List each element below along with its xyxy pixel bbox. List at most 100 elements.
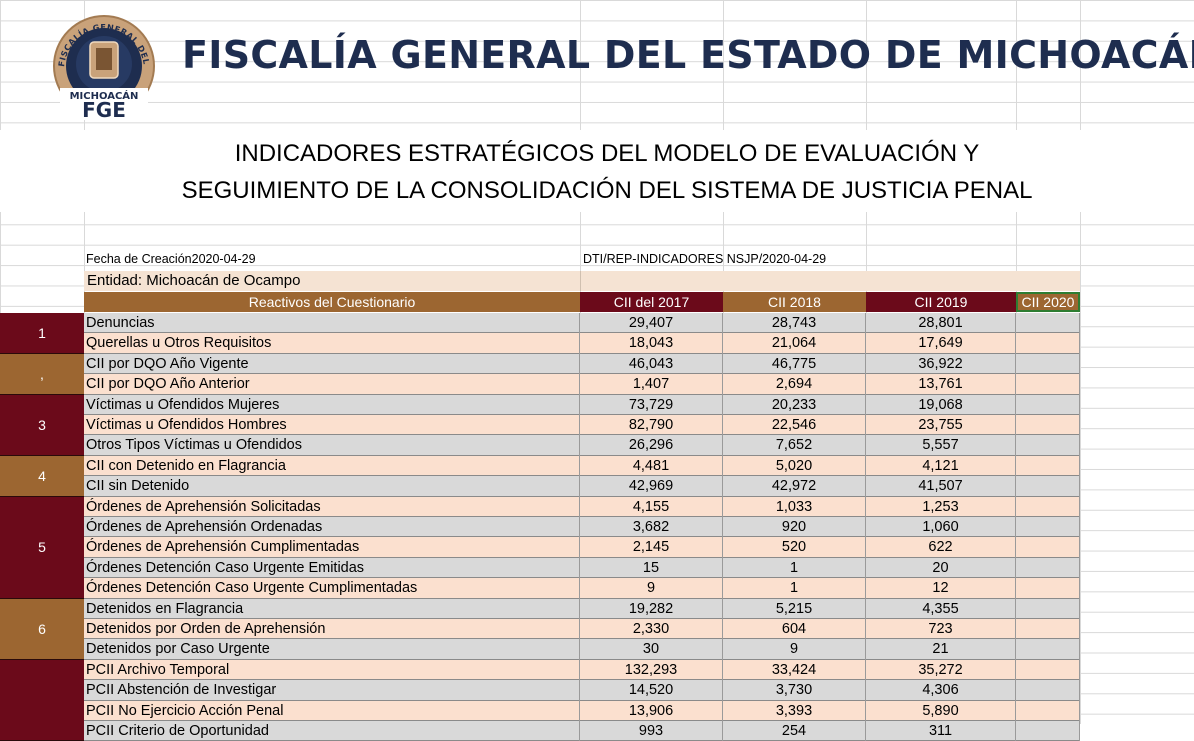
value-cell-v2019[interactable]: 1,253: [866, 496, 1016, 517]
value-cell-v2018[interactable]: 2,694: [723, 374, 866, 395]
group-number-cell[interactable]: 6: [0, 598, 84, 660]
header-cii-2020[interactable]: CII 2020: [1016, 292, 1080, 312]
row-label[interactable]: Detenidos por Orden de Aprehensión: [84, 619, 580, 640]
value-cell-v2018[interactable]: 5,020: [723, 455, 866, 477]
value-cell-v2017[interactable]: 4,155: [580, 496, 723, 517]
value-cell-v2019[interactable]: 23,755: [866, 415, 1016, 436]
value-cell-v2018[interactable]: 1,033: [723, 496, 866, 517]
value-cell-v2020[interactable]: [1016, 721, 1080, 741]
value-cell-v2020[interactable]: [1016, 476, 1080, 497]
row-label[interactable]: CII por DQO Año Anterior: [84, 374, 580, 395]
row-label[interactable]: Víctimas u Ofendidos Mujeres: [84, 394, 580, 415]
header-cii-2019[interactable]: CII 2019: [866, 292, 1016, 312]
header-cii-2018[interactable]: CII 2018: [723, 292, 866, 312]
value-cell-v2020[interactable]: [1016, 598, 1080, 619]
value-cell-v2020[interactable]: [1016, 537, 1080, 558]
value-cell-v2018[interactable]: 22,546: [723, 415, 866, 436]
row-label[interactable]: CII por DQO Año Vigente: [84, 353, 580, 375]
group-number-cell[interactable]: ,: [0, 353, 84, 395]
value-cell-v2020[interactable]: [1016, 659, 1080, 681]
value-cell-v2020[interactable]: [1016, 700, 1080, 721]
value-cell-v2020[interactable]: [1016, 415, 1080, 436]
header-reactivos[interactable]: Reactivos del Cuestionario: [84, 292, 580, 312]
value-cell-v2019[interactable]: 1,060: [866, 517, 1016, 538]
value-cell-v2017[interactable]: 26,296: [580, 435, 723, 456]
value-cell-v2020[interactable]: [1016, 313, 1080, 334]
value-cell-v2017[interactable]: 82,790: [580, 415, 723, 436]
value-cell-v2019[interactable]: 4,306: [866, 680, 1016, 701]
value-cell-v2019[interactable]: 35,272: [866, 659, 1016, 681]
value-cell-v2019[interactable]: 28,801: [866, 313, 1016, 334]
row-label[interactable]: CII con Detenido en Flagrancia: [84, 455, 580, 477]
value-cell-v2019[interactable]: 5,890: [866, 700, 1016, 721]
group-number-cell[interactable]: [0, 659, 84, 741]
value-cell-v2018[interactable]: 20,233: [723, 394, 866, 415]
row-label[interactable]: PCII No Ejercicio Acción Penal: [84, 700, 580, 721]
value-cell-v2017[interactable]: 73,729: [580, 394, 723, 415]
value-cell-v2019[interactable]: 622: [866, 537, 1016, 558]
value-cell-v2019[interactable]: 4,355: [866, 598, 1016, 619]
value-cell-v2019[interactable]: 12: [866, 578, 1016, 599]
value-cell-v2020[interactable]: [1016, 394, 1080, 415]
value-cell-v2020[interactable]: [1016, 578, 1080, 599]
value-cell-v2018[interactable]: 7,652: [723, 435, 866, 456]
value-cell-v2018[interactable]: 3,393: [723, 700, 866, 721]
value-cell-v2017[interactable]: 3,682: [580, 517, 723, 538]
row-label[interactable]: Víctimas u Ofendidos Hombres: [84, 415, 580, 436]
value-cell-v2017[interactable]: 42,969: [580, 476, 723, 497]
value-cell-v2017[interactable]: 2,145: [580, 537, 723, 558]
value-cell-v2019[interactable]: 4,121: [866, 455, 1016, 477]
value-cell-v2019[interactable]: 13,761: [866, 374, 1016, 395]
row-label[interactable]: CII sin Detenido: [84, 476, 580, 497]
row-label[interactable]: Órdenes de Aprehensión Cumplimentadas: [84, 537, 580, 558]
value-cell-v2019[interactable]: 5,557: [866, 435, 1016, 456]
value-cell-v2017[interactable]: 14,520: [580, 680, 723, 701]
value-cell-v2020[interactable]: [1016, 619, 1080, 640]
value-cell-v2018[interactable]: 520: [723, 537, 866, 558]
value-cell-v2018[interactable]: 1: [723, 578, 866, 599]
value-cell-v2018[interactable]: 254: [723, 721, 866, 741]
value-cell-v2017[interactable]: 18,043: [580, 333, 723, 354]
value-cell-v2020[interactable]: [1016, 680, 1080, 701]
value-cell-v2020[interactable]: [1016, 333, 1080, 354]
value-cell-v2017[interactable]: 9: [580, 578, 723, 599]
value-cell-v2018[interactable]: 604: [723, 619, 866, 640]
value-cell-v2020[interactable]: [1016, 374, 1080, 395]
row-label[interactable]: Detenidos por Caso Urgente: [84, 639, 580, 660]
row-label[interactable]: Órdenes Detención Caso Urgente Cumplimen…: [84, 578, 580, 599]
value-cell-v2018[interactable]: 33,424: [723, 659, 866, 681]
value-cell-v2018[interactable]: 21,064: [723, 333, 866, 354]
value-cell-v2018[interactable]: 9: [723, 639, 866, 660]
value-cell-v2017[interactable]: 132,293: [580, 659, 723, 681]
value-cell-v2018[interactable]: 1: [723, 557, 866, 579]
row-label[interactable]: Denuncias: [84, 313, 580, 334]
row-label[interactable]: Otros Tipos Víctimas u Ofendidos: [84, 435, 580, 456]
value-cell-v2017[interactable]: 46,043: [580, 353, 723, 375]
value-cell-v2018[interactable]: 46,775: [723, 353, 866, 375]
value-cell-v2019[interactable]: 41,507: [866, 476, 1016, 497]
value-cell-v2018[interactable]: 3,730: [723, 680, 866, 701]
row-label[interactable]: PCII Archivo Temporal: [84, 659, 580, 681]
row-label[interactable]: Órdenes Detención Caso Urgente Emitidas: [84, 557, 580, 579]
value-cell-v2019[interactable]: 19,068: [866, 394, 1016, 415]
value-cell-v2020[interactable]: [1016, 517, 1080, 538]
row-label[interactable]: PCII Abstención de Investigar: [84, 680, 580, 701]
value-cell-v2020[interactable]: [1016, 435, 1080, 456]
value-cell-v2019[interactable]: 17,649: [866, 333, 1016, 354]
value-cell-v2019[interactable]: 21: [866, 639, 1016, 660]
value-cell-v2019[interactable]: 20: [866, 557, 1016, 579]
value-cell-v2017[interactable]: 19,282: [580, 598, 723, 619]
row-label[interactable]: PCII Criterio de Oportunidad: [84, 721, 580, 741]
header-cii-2017[interactable]: CII del 2017: [580, 292, 723, 312]
value-cell-v2017[interactable]: 30: [580, 639, 723, 660]
value-cell-v2017[interactable]: 29,407: [580, 313, 723, 334]
value-cell-v2019[interactable]: 311: [866, 721, 1016, 741]
value-cell-v2017[interactable]: 4,481: [580, 455, 723, 477]
value-cell-v2020[interactable]: [1016, 557, 1080, 579]
value-cell-v2017[interactable]: 13,906: [580, 700, 723, 721]
value-cell-v2020[interactable]: [1016, 455, 1080, 477]
value-cell-v2020[interactable]: [1016, 353, 1080, 375]
value-cell-v2017[interactable]: 993: [580, 721, 723, 741]
group-number-cell[interactable]: 3: [0, 394, 84, 456]
row-label[interactable]: Detenidos en Flagrancia: [84, 598, 580, 619]
